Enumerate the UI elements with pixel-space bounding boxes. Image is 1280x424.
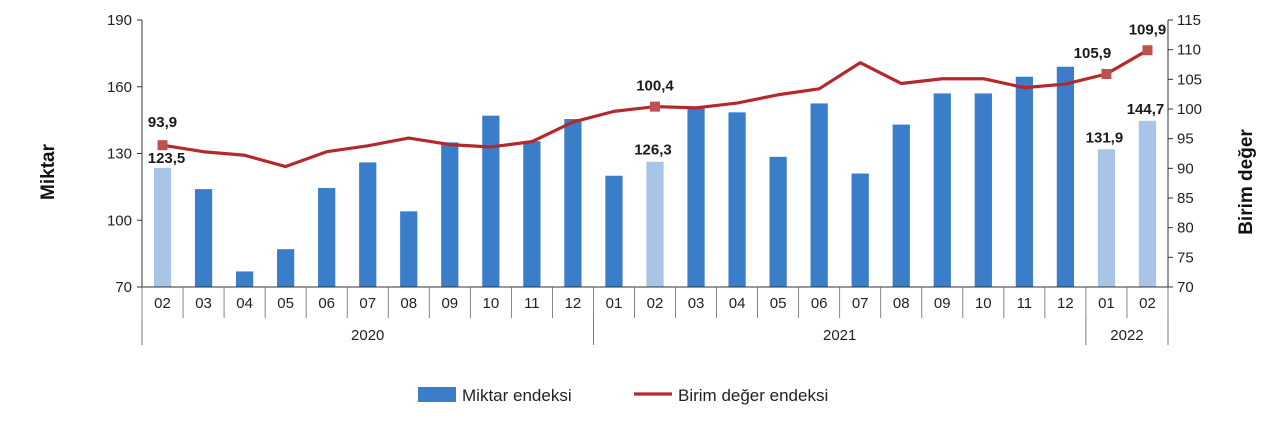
bar (1056, 66, 1075, 287)
bar (194, 189, 213, 287)
x-tick-label: 03 (195, 295, 212, 312)
bar (359, 162, 377, 287)
bar (687, 106, 705, 288)
bar (851, 173, 869, 287)
y-left-tick-label: 160 (107, 79, 132, 96)
x-tick-label: 10 (975, 295, 992, 312)
x-tick-label: 12 (565, 295, 582, 312)
x-tick-label: 08 (893, 295, 910, 312)
y-right-tick-label: 75 (1177, 249, 1194, 266)
x-tick-label: 01 (1098, 295, 1115, 312)
data-label: 93,9 (148, 114, 177, 131)
bar (153, 167, 172, 287)
x-tick-label: 02 (154, 295, 171, 312)
x-tick-label: 05 (770, 295, 787, 312)
bar (933, 93, 951, 287)
x-tick-label: 10 (482, 295, 499, 312)
year-label: 2021 (823, 327, 856, 344)
data-label: 123,5 (148, 150, 186, 167)
bar-series (153, 66, 1157, 288)
data-label: 109,9 (1129, 21, 1167, 38)
bar (605, 175, 623, 287)
line-series (157, 45, 1153, 169)
bar (235, 271, 254, 287)
bar (564, 119, 582, 287)
bar (523, 141, 541, 287)
data-label: 105,9 (1074, 45, 1112, 62)
y-axis-right-title: Birim değer (1236, 129, 1257, 235)
y-right-tick-label: 95 (1177, 131, 1194, 148)
bar (728, 112, 746, 288)
bar (1015, 76, 1033, 287)
x-tick-label: 08 (400, 295, 417, 312)
y-right-tick-label: 100 (1177, 101, 1202, 118)
y-right-tick-label: 90 (1177, 160, 1194, 177)
line-marker (157, 140, 168, 151)
bar (482, 115, 500, 287)
bar (892, 124, 910, 287)
data-label: 100,4 (636, 78, 674, 95)
bar (318, 187, 336, 287)
data-label: 144,7 (1127, 101, 1165, 118)
line-marker (650, 101, 660, 112)
x-tick-label: 07 (852, 295, 869, 312)
legend-swatch-bar (418, 387, 456, 402)
x-tick-label: 03 (688, 295, 705, 312)
bar (769, 156, 787, 287)
bar (441, 142, 459, 287)
x-tick-label: 06 (318, 295, 335, 312)
bar (1097, 149, 1116, 287)
legend-label: Miktar endeksi (462, 386, 572, 405)
x-tick-label: 02 (1139, 295, 1156, 312)
bar (974, 93, 992, 287)
y-left-tick-label: 190 (107, 12, 132, 29)
x-tick-label: 04 (729, 295, 746, 312)
x-tick-label: 11 (524, 295, 540, 312)
bar (400, 211, 418, 287)
y-left-tick-label: 70 (115, 279, 132, 296)
x-tick-label: 01 (606, 295, 623, 312)
x-tick-label: 12 (1057, 295, 1074, 312)
bar (810, 103, 828, 287)
x-tick-label: 09 (441, 295, 458, 312)
x-tick-label: 07 (359, 295, 376, 312)
y-right-tick-label: 110 (1177, 42, 1201, 59)
bar (646, 161, 664, 287)
x-tick-label: 06 (811, 295, 828, 312)
y-axis-left-title: Miktar (38, 143, 59, 200)
legend-label: Birim değer endeksi (678, 386, 828, 405)
x-tick-label: 09 (934, 295, 951, 312)
y-right-tick-label: 85 (1177, 190, 1194, 207)
y-left-tick-label: 130 (107, 146, 132, 163)
y-right-tick-label: 80 (1177, 220, 1194, 237)
x-tick-label: 02 (647, 295, 664, 312)
data-label: 126,3 (634, 142, 672, 159)
axes: 7010013016019070758085909510010511011502… (107, 12, 1202, 345)
x-tick-label: 11 (1017, 295, 1033, 312)
y-left-tick-label: 100 (107, 212, 132, 229)
x-tick-label: 04 (236, 295, 253, 312)
legend: Miktar endeksi Birim değer endeksi (418, 386, 828, 405)
line-marker (1142, 45, 1153, 56)
y-right-tick-label: 105 (1177, 71, 1202, 88)
y-right-tick-label: 115 (1177, 12, 1201, 29)
bar (1138, 120, 1157, 287)
bar (277, 249, 295, 287)
year-label: 2022 (1110, 327, 1143, 344)
line-marker (1101, 68, 1112, 79)
x-tick-label: 05 (277, 295, 294, 312)
y-right-tick-label: 70 (1177, 279, 1194, 296)
data-label: 131,9 (1086, 129, 1124, 146)
year-label: 2020 (351, 327, 384, 344)
